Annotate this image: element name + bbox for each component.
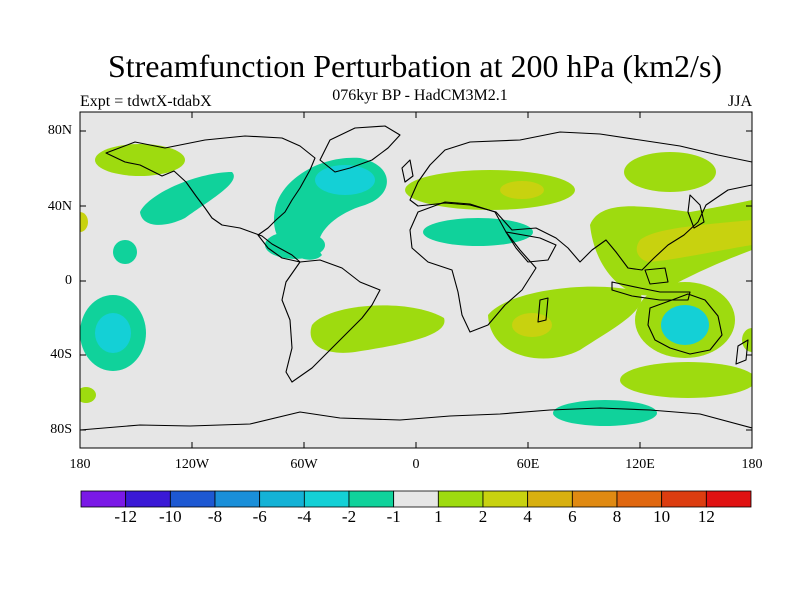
colorbar-swatch-11: [571, 490, 618, 508]
colorbar-swatch-3: [214, 490, 261, 508]
season-label: JJA: [727, 93, 752, 110]
colorbar-swatch-6: [348, 490, 395, 508]
colorbar-swatch-7: [393, 490, 439, 508]
colorbar-label-5: -2: [341, 507, 357, 526]
anomaly-indian-ocean: [488, 286, 642, 359]
coast-borneo: [644, 267, 669, 285]
anomaly-south-atlantic: [310, 305, 445, 353]
colorbar-label-3: -6: [252, 507, 267, 526]
lat-label-80s: 80S: [50, 422, 72, 437]
anomaly-antarctic-coast: [553, 400, 657, 426]
coastlines: [80, 125, 752, 431]
coast-madagascar: [537, 297, 549, 323]
anomaly-south-pacific-west: [80, 387, 96, 403]
colorbar-label-7: 1: [434, 507, 443, 526]
lon-label-60w: 60W: [290, 457, 318, 472]
colorbar-label-2: -8: [207, 507, 223, 526]
negative-anomaly-cores: [95, 165, 709, 353]
coast-greenland: [319, 125, 401, 173]
anomaly-southern-ocean: [620, 362, 752, 398]
experiment-label: Expt = tdwtX-tdabX: [80, 93, 212, 110]
coast-indonesia: [611, 281, 691, 301]
lat-label-80n: 80N: [47, 123, 72, 138]
anomaly-east-pacific: [113, 240, 137, 264]
core-indian-ocean: [512, 313, 552, 337]
colorbar-label-4: -4: [297, 507, 312, 526]
coast-north-america: [105, 135, 316, 263]
colorbar-label-0: -12: [114, 507, 137, 526]
core-south-pacific: [95, 313, 131, 353]
anomaly-siberia-east: [624, 152, 716, 192]
lat-label-0: 0: [65, 273, 72, 288]
coast-south-america: [281, 259, 381, 383]
lon-label-120e: 120E: [625, 457, 655, 472]
colorbar-swatch-12: [616, 490, 663, 508]
anomaly-arctic-canada: [95, 144, 185, 176]
colorbar-swatch-14: [705, 490, 752, 508]
colorbar-label-11: 8: [612, 507, 622, 526]
axis-ticks: [79, 112, 753, 448]
lat-label-40s: 40S: [50, 347, 72, 362]
colorbar-label-9: 4: [523, 507, 532, 526]
coast-eurasia: [409, 131, 752, 271]
positive-anomaly-regions: [80, 144, 752, 403]
anomaly-gulf-mexico: [265, 231, 325, 259]
coast-japan: [687, 194, 705, 229]
colorbar-swatch-4: [259, 490, 305, 508]
colorbar-swatch-5: [303, 490, 350, 508]
colorbar-label-10: 6: [568, 507, 577, 526]
coast-uk: [401, 159, 414, 183]
positive-anomaly-cores: [80, 181, 752, 337]
coast-new-zealand: [735, 339, 749, 365]
plot-title: Streamfunction Perturbation at 200 hPa (…: [107, 48, 723, 84]
colorbar-swatch-10: [527, 490, 573, 508]
colorbar-label-1: -10: [158, 507, 182, 526]
colorbar-swatch-1: [125, 490, 171, 508]
lat-label-40n: 40N: [47, 199, 72, 214]
core-central-asia: [500, 181, 544, 199]
colorbar-label-6: -1: [386, 507, 401, 526]
colorbar-label-12: 10: [653, 507, 671, 526]
colorbar-label-8: 2: [478, 507, 488, 526]
lon-label-180w: 180: [69, 457, 91, 472]
lon-label-120w: 120W: [174, 457, 210, 472]
coast-arabia: [505, 231, 557, 263]
colorbar-swatch-9: [482, 490, 529, 508]
lon-label-0: 0: [412, 457, 420, 472]
lon-label-180e: 180: [741, 457, 763, 472]
anomaly-central-asia: [405, 170, 575, 210]
colorbar: [80, 490, 752, 508]
colorbar-swatch-8: [437, 490, 484, 508]
core-west-pacific: [636, 220, 752, 262]
anomaly-north-pacific: [140, 172, 234, 225]
colorbar-swatch-2: [169, 490, 216, 508]
period-model-label: 076kyr BP - HadCM3M2.1: [332, 87, 508, 104]
core-west-edge: [80, 212, 88, 232]
lon-label-60e: 60E: [516, 457, 540, 472]
coast-australia: [647, 293, 723, 355]
colorbar-swatch-0: [80, 490, 127, 508]
colorbar-swatch-13: [661, 490, 707, 508]
core-north-atlantic: [315, 165, 375, 195]
colorbar-label-13: 12: [697, 507, 715, 526]
anomaly-north-africa: [423, 218, 533, 246]
core-australia: [661, 305, 709, 345]
coast-antarctica: [80, 407, 752, 431]
